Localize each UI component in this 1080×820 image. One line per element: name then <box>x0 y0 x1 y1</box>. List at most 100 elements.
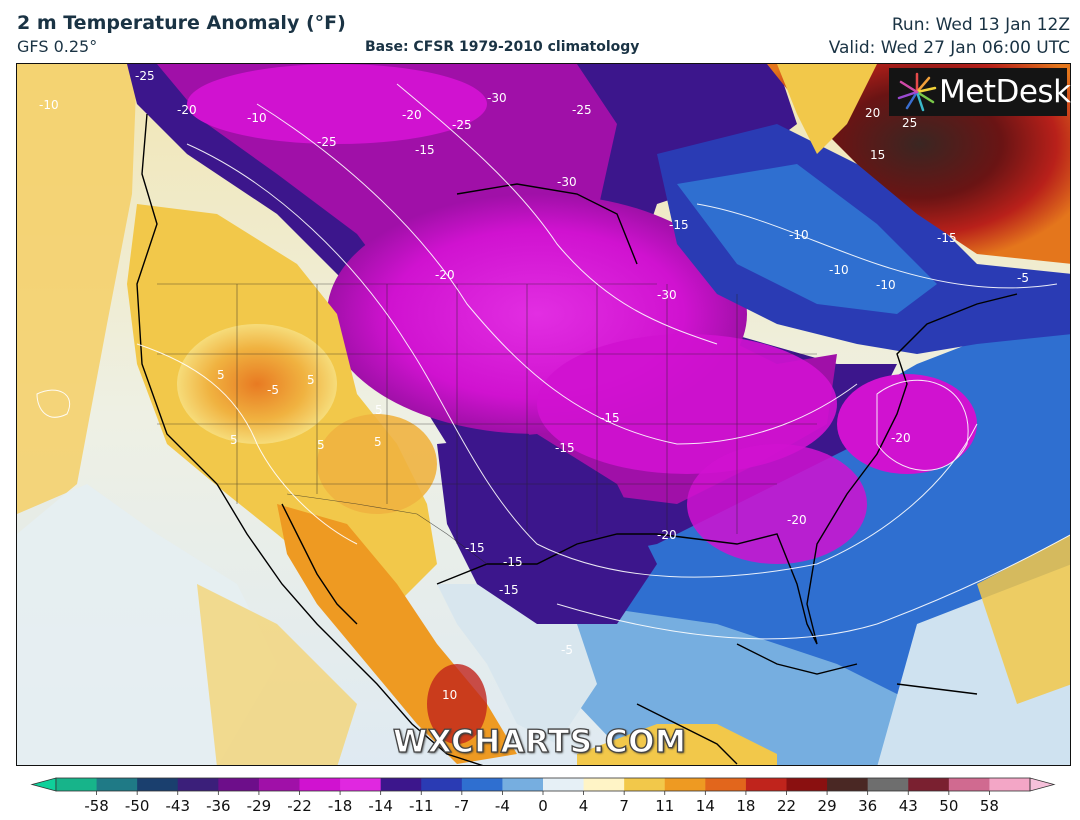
colorbar-tick-label: -50 <box>125 797 150 815</box>
colorbar-segment <box>583 778 625 791</box>
colorbar-tick-label: -4 <box>495 797 510 815</box>
anomaly-map[interactable]: -25 -20 -10 -20 -25 -30 -25 -15 -30 -25 -20 -15 -15 -… <box>16 63 1071 766</box>
state-borders <box>236 284 738 544</box>
contour-lines <box>36 83 1070 640</box>
yucatan-coastline <box>636 703 738 765</box>
contour-label: -25 <box>317 135 337 149</box>
colorbar-segment <box>340 778 382 791</box>
colorbar-min-arrow <box>30 777 57 792</box>
political-borders <box>157 283 817 565</box>
contour-label: 5 <box>374 435 382 449</box>
colorbar-tick-label: 58 <box>980 797 999 815</box>
contour-label: -10 <box>789 228 809 242</box>
colorbar-tick-label: -43 <box>166 797 191 815</box>
metdesk-burst-icon <box>897 72 937 112</box>
colorbar-ticks: -58 -50 -43 -36 -29 -22 -18 -14 -11 -7 -4 0 4 7 11 14 18… <box>84 791 999 815</box>
baja-coastline <box>281 503 358 625</box>
contour-label: -30 <box>657 288 677 302</box>
run-time-label: Run: Wed 13 Jan 12Z <box>891 15 1070 35</box>
colorbar-segment <box>421 778 463 791</box>
colorbar-tick-label: 0 <box>538 797 548 815</box>
contour-label: -25 <box>452 118 472 132</box>
contour-label: -15 <box>499 583 519 597</box>
colorbar-tick-label: -36 <box>206 797 231 815</box>
contour-label: -20 <box>891 431 911 445</box>
atlantic-warm-patch <box>977 535 1070 704</box>
contour-label: -10 <box>247 111 267 125</box>
southeast-cold-core <box>687 444 867 564</box>
colorbar-tick-label: -7 <box>454 797 469 815</box>
pacific-warm-south <box>197 584 357 765</box>
colorbar-segment <box>177 778 219 791</box>
us-mexico-border <box>286 493 488 565</box>
colorbar-tick-label: -29 <box>247 797 272 815</box>
contour-label: 5 <box>317 438 325 452</box>
colorbar-segment <box>827 778 869 791</box>
colorbar-tick-label: 14 <box>696 797 715 815</box>
colorbar-segment <box>218 778 260 791</box>
hispaniola-coastline <box>896 683 978 695</box>
colorbar-tick-label: -58 <box>84 797 109 815</box>
contour-label: 5 <box>217 368 225 382</box>
colorbar-segment <box>380 778 422 791</box>
colorbar-tick-label: 50 <box>939 797 958 815</box>
colorbar-segment <box>786 778 828 791</box>
state-borders-horizontal <box>157 353 817 485</box>
colorbar-tick-label: -18 <box>328 797 353 815</box>
contour-label: -15 <box>415 143 435 157</box>
contour-label: -20 <box>402 108 422 122</box>
contour-label: 25 <box>902 116 917 130</box>
colorbar-segment <box>96 778 138 791</box>
contour-label: -5 <box>1017 271 1029 285</box>
contour-label: -20 <box>177 103 197 117</box>
colorbar: -58 -50 -43 -36 -29 -22 -18 -14 -11 -7 -4 0 4 7 11 14 18… <box>30 777 1056 815</box>
wxcharts-watermark: WXCHARTS.COM <box>392 723 687 760</box>
pacific-warm-band <box>17 64 137 534</box>
colorbar-tick-label: 43 <box>899 797 918 815</box>
colorbar-segment <box>948 778 990 791</box>
coastlines <box>136 113 1018 765</box>
contour-label: -20 <box>435 268 455 282</box>
contour-line-g <box>696 203 1058 289</box>
colorbar-segment <box>989 778 1031 791</box>
colorbar-tick-label: 7 <box>619 797 629 815</box>
contour-label: -15 <box>669 218 689 232</box>
contour-line-h <box>36 389 71 418</box>
great-lakes-shoreline <box>456 183 638 265</box>
contour-line-e <box>136 343 358 545</box>
contour-label: -30 <box>487 91 507 105</box>
contour-line-f <box>876 379 969 471</box>
contour-label: -15 <box>937 231 957 245</box>
contour-label: -15 <box>600 411 620 425</box>
contour-label: -20 <box>657 528 677 542</box>
contour-label: 10 <box>442 688 457 702</box>
contour-line-b <box>256 103 858 445</box>
model-label: GFS 0.25° <box>17 37 98 56</box>
contour-label: -5 <box>561 643 573 657</box>
climatology-base-label: Base: CFSR 1979-2010 climatology <box>365 39 640 55</box>
contour-line-a <box>186 143 978 578</box>
metdesk-logo-text: MetDesk <box>939 74 1071 110</box>
colorbar-segment <box>745 778 787 791</box>
colorbar-segment <box>502 778 544 791</box>
pacific-coastline <box>136 113 484 765</box>
contour-label: 20 <box>865 106 880 120</box>
mexico-hot-core <box>427 664 487 744</box>
colorbar-max-arrow <box>1029 777 1056 792</box>
metdesk-logo[interactable]: MetDesk <box>889 68 1071 116</box>
contour-label: -10 <box>829 263 849 277</box>
contour-label: -20 <box>787 513 807 527</box>
northwest-canada-cold-core <box>187 64 487 144</box>
contour-label: -30 <box>557 175 577 189</box>
colorbar-tick-label: 29 <box>818 797 837 815</box>
contour-label: -15 <box>555 441 575 455</box>
colorbar-tick-label: 22 <box>777 797 796 815</box>
anomaly-map-canvas: -25 -20 -10 -20 -25 -30 -25 -15 -30 -25 -20 -15 -15 -… <box>17 64 1070 765</box>
cold-core-mid-south <box>537 334 837 474</box>
colorbar-segment <box>137 778 179 791</box>
contour-label: -25 <box>135 69 155 83</box>
colorbar-segment <box>543 778 585 791</box>
colorbar-segment <box>867 778 909 791</box>
colorbar-tick-label: -11 <box>409 797 434 815</box>
contour-label: -25 <box>572 103 592 117</box>
